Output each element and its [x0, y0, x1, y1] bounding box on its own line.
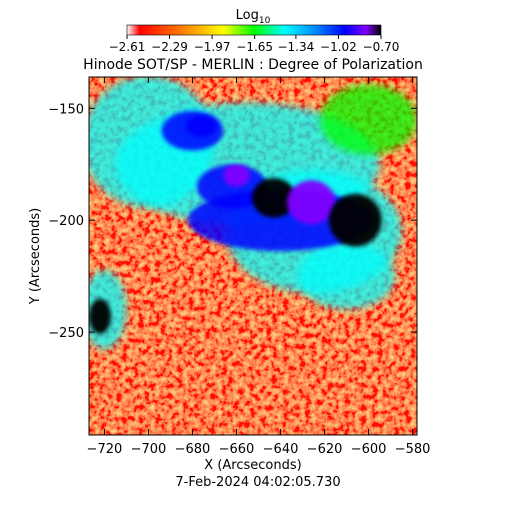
high-polarization-kernel	[287, 180, 336, 225]
high-polarization-kernel	[251, 178, 296, 218]
y-tick-label: −250	[48, 326, 84, 341]
high-polarization-kernel	[328, 193, 382, 247]
halo-region	[298, 243, 395, 310]
y-axis-label: Y (Arcseconds)	[28, 208, 43, 305]
colorbar-tick-label: −1.65	[236, 40, 273, 54]
x-tick-label: −700	[131, 442, 167, 457]
colorbar-gradient	[126, 24, 382, 36]
y-axis: −150 −200 −250	[48, 102, 417, 341]
x-axis-label: X (Arcseconds)	[204, 458, 301, 473]
x-tick-label: −680	[175, 442, 211, 457]
x-tick-label: −600	[351, 442, 387, 457]
plot-frame	[88, 76, 418, 436]
chart-title: Hinode SOT/SP - MERLIN : Degree of Polar…	[83, 57, 423, 73]
x-tick-label: −660	[219, 442, 255, 457]
halo-region	[320, 84, 417, 155]
colorbar-label: Log10	[236, 8, 271, 26]
heatmap-image	[89, 77, 417, 435]
high-polarization-kernel	[223, 164, 250, 187]
halo-region	[89, 77, 215, 208]
colorbar-tick-label: −1.97	[194, 40, 231, 54]
x-tick-label: −620	[307, 442, 343, 457]
high-polarization-kernel	[89, 298, 112, 335]
x-tick-label: −640	[263, 442, 299, 457]
x-axis: −720 −700 −680 −660 −640 −620 −600 −580	[87, 77, 431, 457]
colorbar: Log10 −2.61 −2.29 −1.97 −1.65 −1.34 −1.02 −0.7…	[109, 8, 400, 54]
observation-timestamp: 7-Feb-2024 04:02:05.730	[175, 475, 340, 490]
x-tick-label: −720	[87, 442, 123, 457]
colorbar-tick-label: −1.34	[277, 40, 314, 54]
colorbar-tick-labels: −2.61 −2.29 −1.97 −1.65 −1.34 −1.02 −0.70	[109, 35, 400, 54]
y-tick-label: −150	[48, 102, 84, 117]
colorbar-tick-label: −2.29	[151, 40, 188, 54]
high-polarization-kernel	[185, 115, 217, 138]
x-tick-label: −580	[395, 442, 431, 457]
colorbar-tick-label: −0.70	[363, 40, 400, 54]
colorbar-tick-label: −2.61	[109, 40, 146, 54]
y-tick-label: −200	[48, 214, 84, 229]
core-region	[196, 164, 268, 209]
colorbar-tick-label: −1.02	[320, 40, 357, 54]
